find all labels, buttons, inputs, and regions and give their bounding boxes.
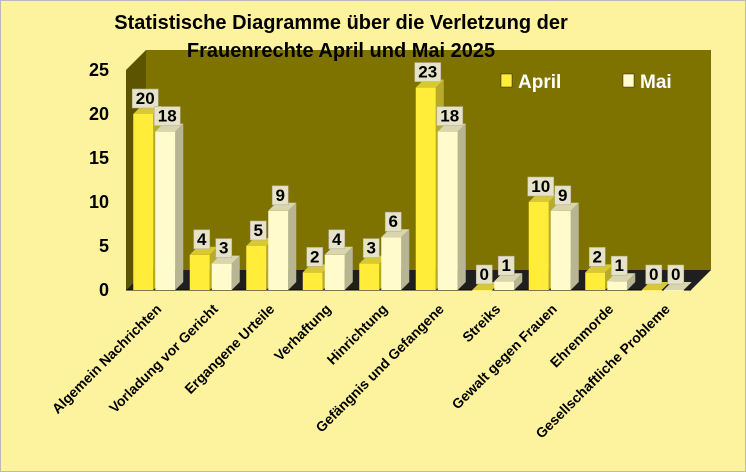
- data-label: 4: [197, 230, 207, 249]
- bar: [359, 263, 380, 290]
- data-label-box: [271, 185, 289, 206]
- y-tick-label: 10: [89, 192, 109, 212]
- bar-side: [514, 273, 523, 290]
- y-tick-label: 5: [99, 236, 109, 256]
- bar: [585, 272, 606, 290]
- data-label: 2: [593, 247, 602, 266]
- bar: [663, 290, 684, 291]
- data-label-box: [497, 255, 515, 276]
- data-label-box: [249, 220, 267, 241]
- data-label: 0: [671, 265, 680, 284]
- bar-side: [570, 202, 579, 290]
- data-label: 23: [418, 63, 437, 82]
- data-label-box: [436, 106, 464, 126]
- bar: [268, 210, 289, 290]
- bar: [324, 254, 345, 290]
- legend-swatch: [500, 73, 513, 88]
- data-label-box: [667, 264, 685, 285]
- data-label: 3: [367, 239, 376, 258]
- legend-swatch: [622, 73, 635, 88]
- data-label-box: [131, 88, 159, 109]
- bar-side: [344, 246, 353, 290]
- data-label-box: [306, 247, 324, 267]
- data-label-box: [328, 229, 346, 250]
- data-label: 9: [276, 186, 285, 205]
- data-label-box: [153, 106, 181, 126]
- data-label-box: [384, 211, 402, 232]
- bar: [302, 272, 323, 290]
- y-tick-label: 20: [89, 104, 109, 124]
- bar: [437, 131, 458, 290]
- data-label-box: [414, 62, 442, 82]
- bar: [133, 114, 154, 290]
- y-tick-label: 0: [99, 280, 109, 300]
- bar: [472, 290, 493, 291]
- bar-side: [401, 229, 410, 290]
- bar-side: [175, 123, 184, 290]
- data-label-box: [554, 185, 572, 206]
- legend-label: April: [518, 72, 561, 93]
- data-label: 18: [158, 107, 177, 126]
- bar: [528, 202, 549, 290]
- y-tick-label: 15: [89, 148, 109, 168]
- data-label-box: [193, 229, 211, 250]
- data-label-box: [362, 238, 380, 258]
- data-label-box: [588, 247, 606, 267]
- bar: [381, 237, 402, 290]
- bar: [641, 290, 662, 291]
- x-tick-label: Vorladung vor Gericht: [106, 301, 221, 416]
- data-label: 5: [254, 221, 263, 240]
- x-tick-label: Streiks: [459, 301, 503, 345]
- bar: [415, 87, 436, 290]
- data-label: 10: [531, 177, 550, 196]
- data-label: 3: [219, 239, 228, 258]
- bar: [607, 281, 628, 290]
- data-label: 20: [136, 89, 155, 108]
- x-tick-label: Gewalt gegen Frauen: [448, 301, 559, 412]
- chart-title: Statistische Diagramme über die Verletzu…: [114, 12, 568, 62]
- data-label: 6: [389, 212, 398, 231]
- bar-side: [288, 202, 297, 290]
- data-label-box: [527, 176, 555, 197]
- data-label: 4: [332, 230, 342, 249]
- bar-side: [457, 123, 466, 290]
- data-label: 9: [558, 186, 567, 205]
- bar-side: [627, 273, 636, 290]
- data-label: 18: [440, 107, 459, 126]
- data-label-box: [645, 264, 663, 285]
- data-label: 1: [502, 256, 511, 275]
- bar: [189, 254, 210, 290]
- data-label: 0: [649, 265, 658, 284]
- data-label-box: [610, 255, 628, 276]
- data-label: 0: [480, 265, 489, 284]
- bar: [494, 281, 515, 290]
- bar-side: [231, 255, 240, 290]
- data-label: 2: [310, 247, 319, 266]
- data-label-box: [215, 238, 233, 258]
- legend-label: Mai: [640, 72, 672, 93]
- y-tick-label: 25: [89, 60, 109, 80]
- bar: [246, 246, 267, 290]
- data-label: 1: [615, 256, 624, 275]
- bar: [550, 210, 571, 290]
- data-label-box: [475, 264, 493, 285]
- x-tick-label: Algemein Nachrichten: [49, 301, 165, 417]
- bar: [211, 263, 232, 290]
- bar: [155, 131, 176, 290]
